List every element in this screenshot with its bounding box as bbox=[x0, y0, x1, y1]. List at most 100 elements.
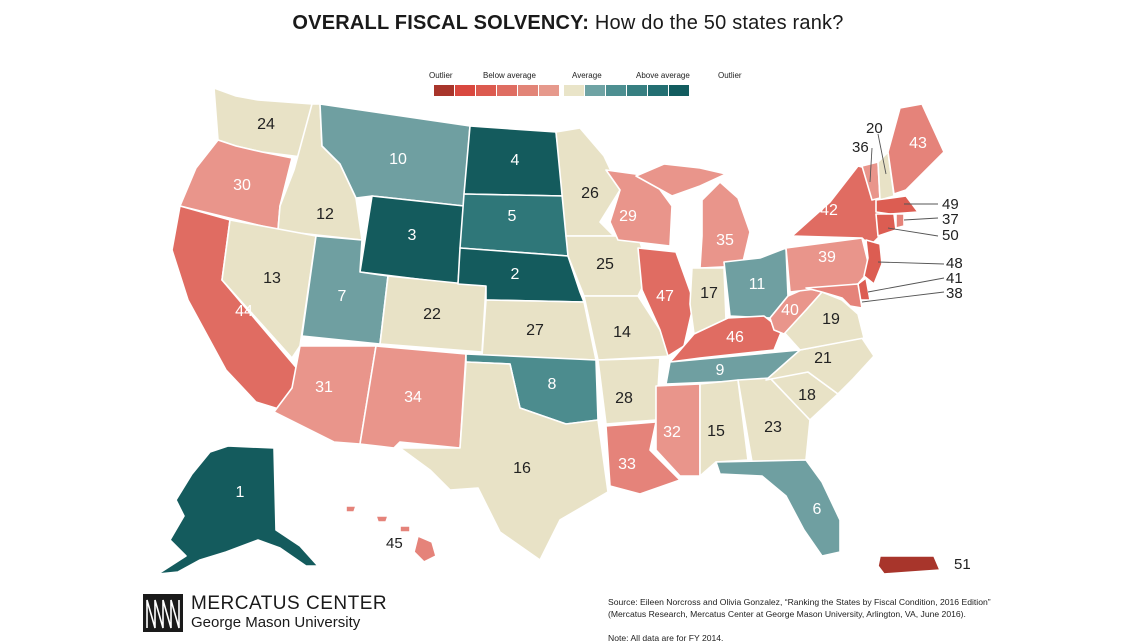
rank-MO: 14 bbox=[613, 324, 631, 341]
logo-text: MERCATUS CENTER George Mason University bbox=[191, 594, 387, 632]
state-WV bbox=[769, 287, 823, 335]
rank-SD: 5 bbox=[508, 208, 517, 225]
rank-NJ: 48 bbox=[946, 255, 963, 272]
legend-swatch bbox=[627, 85, 647, 96]
source-note: Source: Eileen Norcross and Olivia Gonza… bbox=[608, 596, 1128, 644]
rank-MI: 35 bbox=[716, 232, 734, 249]
rank-MS: 32 bbox=[663, 424, 681, 441]
rank-NH: 20 bbox=[866, 120, 883, 137]
title-rest: How do the 50 states rank? bbox=[594, 12, 844, 34]
legend-swatch bbox=[455, 85, 475, 96]
legend-label-below-average: Below average bbox=[483, 71, 536, 80]
territory-PR bbox=[877, 555, 941, 575]
state-MI-upper bbox=[635, 163, 727, 197]
state-ME bbox=[887, 103, 945, 195]
rank-AL: 15 bbox=[707, 423, 725, 440]
rank-MT: 10 bbox=[389, 151, 407, 168]
state-MS bbox=[655, 383, 701, 477]
rank-CO: 22 bbox=[423, 306, 441, 323]
mercatus-logo-mark bbox=[143, 594, 183, 632]
rank-UT: 7 bbox=[338, 288, 347, 305]
rank-NM: 34 bbox=[404, 389, 422, 406]
rank-NC: 21 bbox=[814, 350, 832, 367]
state-NV bbox=[221, 219, 317, 359]
rank-OR: 30 bbox=[233, 177, 251, 194]
leader-CT bbox=[887, 227, 939, 237]
rank-DE: 41 bbox=[946, 270, 963, 287]
rank-TX: 16 bbox=[513, 460, 531, 477]
legend-swatch bbox=[497, 85, 517, 96]
data-note: Note: All data are for FY 2014. bbox=[608, 633, 724, 643]
rank-ME: 43 bbox=[909, 135, 927, 152]
state-GA bbox=[737, 377, 811, 463]
state-MD bbox=[805, 283, 863, 309]
rank-IA: 25 bbox=[596, 256, 614, 273]
rank-NE: 2 bbox=[511, 266, 520, 283]
legend-swatch bbox=[476, 85, 496, 96]
state-MI bbox=[699, 181, 751, 269]
leader-NJ bbox=[877, 261, 945, 265]
legend-swatch bbox=[606, 85, 626, 96]
rank-WA: 24 bbox=[257, 116, 275, 133]
state-NH bbox=[877, 151, 895, 201]
logo-line-1: MERCATUS CENTER bbox=[191, 593, 388, 614]
leader-DE bbox=[867, 277, 945, 293]
rank-LA: 33 bbox=[618, 456, 636, 473]
rank-MA: 49 bbox=[942, 196, 959, 213]
rank-NV: 13 bbox=[263, 270, 281, 287]
title-bold: OVERALL FISCAL SOLVENCY: bbox=[292, 12, 590, 34]
legend-swatch bbox=[669, 85, 689, 96]
rank-HI: 45 bbox=[386, 535, 403, 552]
state-RI bbox=[895, 213, 905, 229]
leader-RI bbox=[903, 217, 939, 221]
legend: Outlier Below average Average Above aver… bbox=[426, 68, 748, 108]
rank-PR: 51 bbox=[954, 556, 971, 573]
state-FL bbox=[715, 459, 841, 557]
state-NJ bbox=[863, 239, 883, 285]
rank-MN: 26 bbox=[581, 185, 599, 202]
rank-SC: 18 bbox=[798, 387, 816, 404]
rank-KY: 46 bbox=[726, 329, 744, 346]
mercatus-logo: MERCATUS CENTER George Mason University bbox=[143, 593, 387, 633]
rank-VA: 19 bbox=[822, 311, 840, 328]
state-AK bbox=[157, 445, 319, 575]
rank-WI: 29 bbox=[619, 208, 637, 225]
rank-OK: 8 bbox=[548, 376, 557, 393]
logo-line-2: George Mason University bbox=[191, 614, 361, 631]
rank-TN: 9 bbox=[716, 362, 725, 379]
rank-IL: 47 bbox=[656, 288, 674, 305]
map-title: OVERALL FISCAL SOLVENCY: How do the 50 s… bbox=[0, 12, 1136, 35]
state-CT bbox=[875, 213, 897, 237]
state-HI-west bbox=[345, 505, 411, 533]
rank-PA: 39 bbox=[818, 249, 836, 266]
legend-swatch bbox=[518, 85, 538, 96]
rank-CT: 50 bbox=[942, 227, 959, 244]
legend-swatch bbox=[564, 85, 584, 96]
legend-swatch bbox=[648, 85, 668, 96]
rank-MD: 38 bbox=[946, 285, 963, 302]
source-line-1: Source: Eileen Norcross and Olivia Gonza… bbox=[608, 597, 991, 607]
state-HI bbox=[413, 535, 437, 563]
legend-label-above-average: Above average bbox=[636, 71, 690, 80]
leader-VT bbox=[869, 147, 873, 183]
state-MA bbox=[875, 195, 919, 215]
legend-label-outlier-low: Outlier bbox=[429, 71, 453, 80]
rank-WY: 3 bbox=[408, 227, 417, 244]
state-TX bbox=[399, 361, 609, 561]
leader-MD bbox=[861, 291, 945, 303]
legend-swatch bbox=[539, 85, 559, 96]
leader-NH bbox=[877, 133, 887, 175]
rank-WV: 40 bbox=[781, 302, 799, 319]
legend-label-average: Average bbox=[572, 71, 602, 80]
legend-swatches bbox=[430, 85, 690, 96]
rank-GA: 23 bbox=[764, 419, 782, 436]
rank-ID: 12 bbox=[316, 206, 334, 223]
rank-KS: 27 bbox=[526, 322, 544, 339]
legend-swatch bbox=[585, 85, 605, 96]
rank-VT: 36 bbox=[852, 139, 869, 156]
legend-label-outlier-high: Outlier bbox=[718, 71, 742, 80]
source-line-2: (Mercatus Research, Mercatus Center at G… bbox=[608, 609, 966, 619]
rank-OH: 11 bbox=[749, 276, 766, 293]
rank-AZ: 31 bbox=[315, 379, 333, 396]
